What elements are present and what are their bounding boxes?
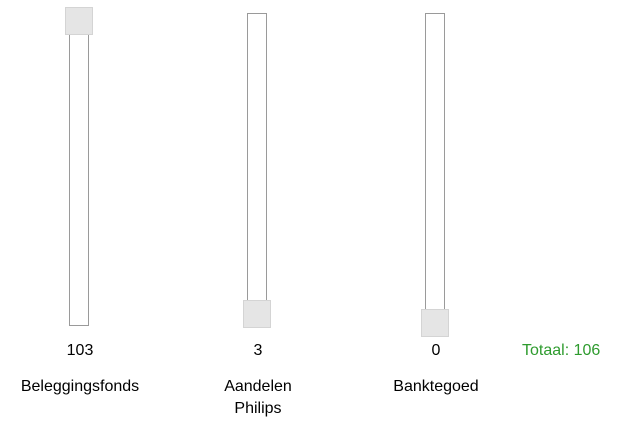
slider-label-line: Aandelen bbox=[224, 378, 292, 395]
slider-banktegoed: 0 Banktegoed bbox=[361, 0, 511, 424]
slider-label-line: Banktegoed bbox=[393, 378, 479, 395]
slider-thumb[interactable] bbox=[421, 309, 449, 337]
slider-label-line: Beleggingsfonds bbox=[20, 378, 140, 395]
slider-label-line: Philips bbox=[234, 400, 282, 417]
slider-value: 3 bbox=[253, 342, 263, 359]
slider-aandelen-philips: 3 Aandelen Philips bbox=[183, 0, 333, 424]
slider-thumb[interactable] bbox=[243, 300, 271, 328]
slider-value: 103 bbox=[66, 342, 94, 359]
slider-track[interactable] bbox=[247, 13, 267, 326]
slider-label: Aandelen Philips bbox=[183, 376, 333, 420]
total-label: Totaal: 106 bbox=[522, 342, 601, 359]
slider-thumb[interactable] bbox=[65, 7, 93, 35]
slider-label: Banktegoed bbox=[361, 376, 511, 398]
slider-value: 0 bbox=[431, 342, 441, 359]
slider-beleggingsfonds: 103 Beleggingsfonds bbox=[5, 0, 155, 424]
slider-track[interactable] bbox=[69, 13, 89, 326]
slider-track[interactable] bbox=[425, 13, 445, 326]
slider-label: Beleggingsfonds bbox=[5, 376, 155, 398]
